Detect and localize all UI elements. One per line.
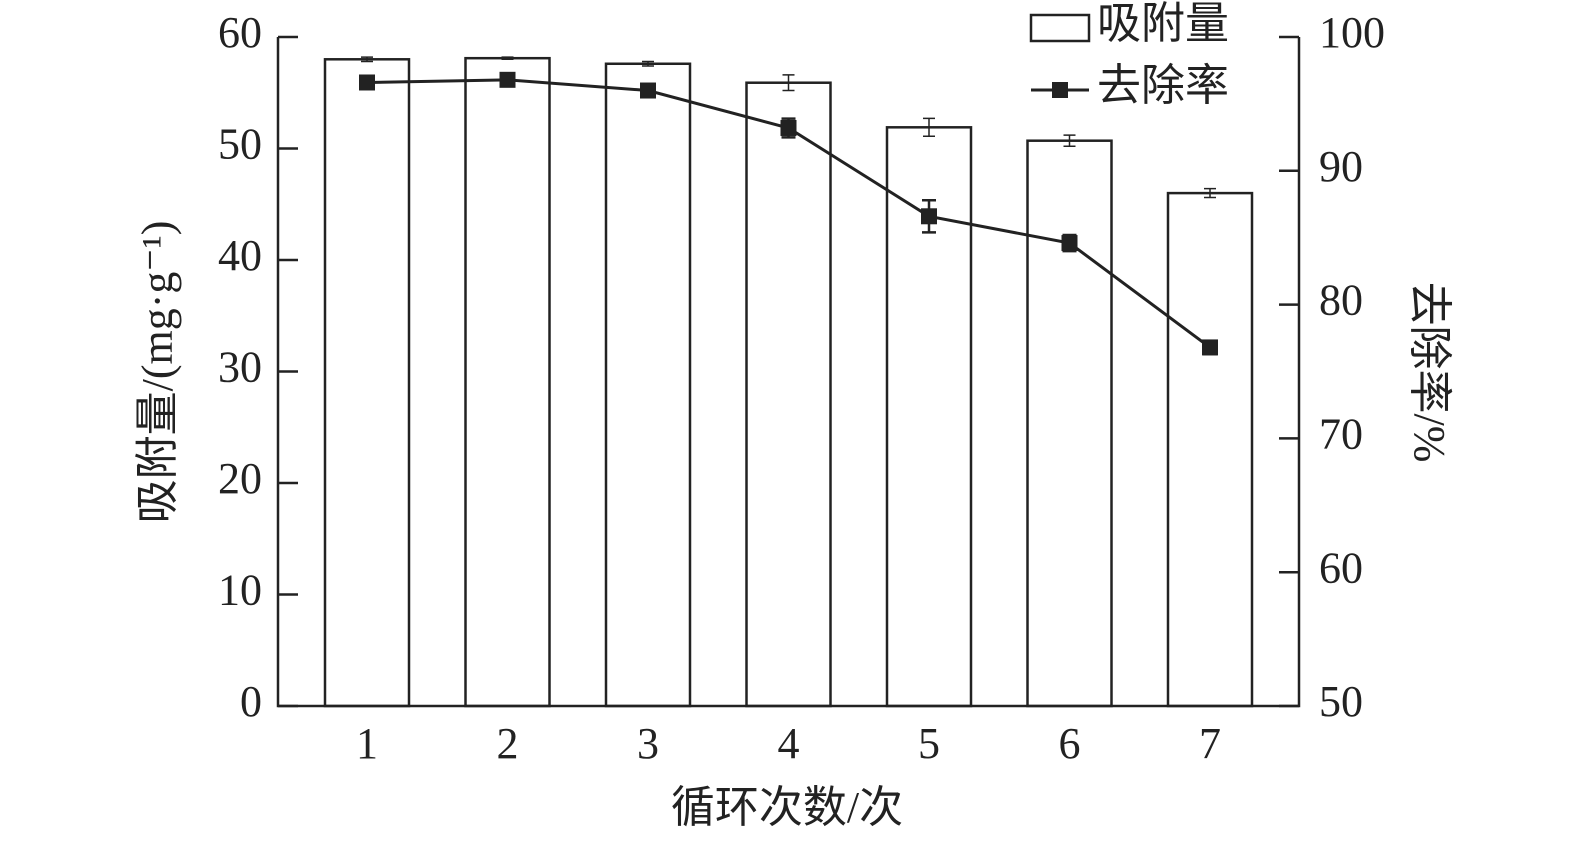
marker bbox=[359, 74, 375, 91]
y-tick-label: 60 bbox=[218, 8, 262, 57]
bar bbox=[1026, 139, 1113, 708]
y-tick-label: 50 bbox=[218, 120, 262, 169]
y-tick-label: 20 bbox=[218, 454, 262, 503]
y-tick-label: 30 bbox=[218, 343, 262, 392]
x-axis-label: 循环次数/次 bbox=[671, 783, 903, 832]
error-bar bbox=[782, 74, 795, 92]
marker bbox=[921, 208, 937, 225]
y-axis-label: 吸附量/(mg·g⁻¹) bbox=[133, 221, 182, 524]
legend-swatch bbox=[1029, 13, 1091, 43]
y-tick-label: 40 bbox=[218, 231, 262, 280]
y2-tick-label: 90 bbox=[1319, 142, 1363, 191]
x-tick-label: 6 bbox=[1059, 719, 1081, 768]
y2-tick-label: 70 bbox=[1319, 409, 1363, 458]
bar bbox=[464, 56, 551, 708]
legend-label: 去除率 bbox=[1097, 61, 1229, 110]
x-tick-label: 1 bbox=[356, 719, 378, 768]
y2-tick-label: 50 bbox=[1319, 677, 1363, 726]
error-bar bbox=[1204, 187, 1216, 199]
marker bbox=[780, 119, 797, 136]
marker bbox=[640, 82, 656, 99]
error-bar bbox=[501, 56, 514, 61]
bar bbox=[1166, 191, 1254, 708]
error-bar bbox=[1063, 134, 1076, 148]
y-tick-label: 10 bbox=[218, 566, 262, 615]
error-bar bbox=[642, 60, 654, 67]
marker bbox=[1061, 235, 1078, 252]
marker bbox=[499, 71, 516, 88]
y2-tick-label: 60 bbox=[1319, 543, 1363, 592]
x-tick-label: 5 bbox=[918, 719, 940, 768]
y2-tick-label: 100 bbox=[1319, 8, 1385, 57]
legend-label: 吸附量 bbox=[1097, 0, 1229, 48]
x-tick-label: 2 bbox=[497, 719, 519, 768]
error-bar bbox=[361, 56, 373, 63]
marker bbox=[1202, 339, 1218, 356]
y-tick-label: 0 bbox=[240, 677, 262, 726]
x-tick-label: 7 bbox=[1199, 719, 1221, 768]
bar bbox=[745, 81, 832, 708]
x-tick-label: 4 bbox=[778, 719, 800, 768]
error-bar bbox=[923, 117, 935, 137]
legend-swatch bbox=[1052, 82, 1068, 98]
y2-tick-label: 80 bbox=[1319, 276, 1363, 325]
bar bbox=[323, 58, 411, 708]
y2-axis-label: 去除率/% bbox=[1405, 282, 1454, 463]
bar bbox=[604, 62, 692, 708]
x-tick-label: 3 bbox=[637, 719, 659, 768]
axes bbox=[276, 37, 1301, 708]
